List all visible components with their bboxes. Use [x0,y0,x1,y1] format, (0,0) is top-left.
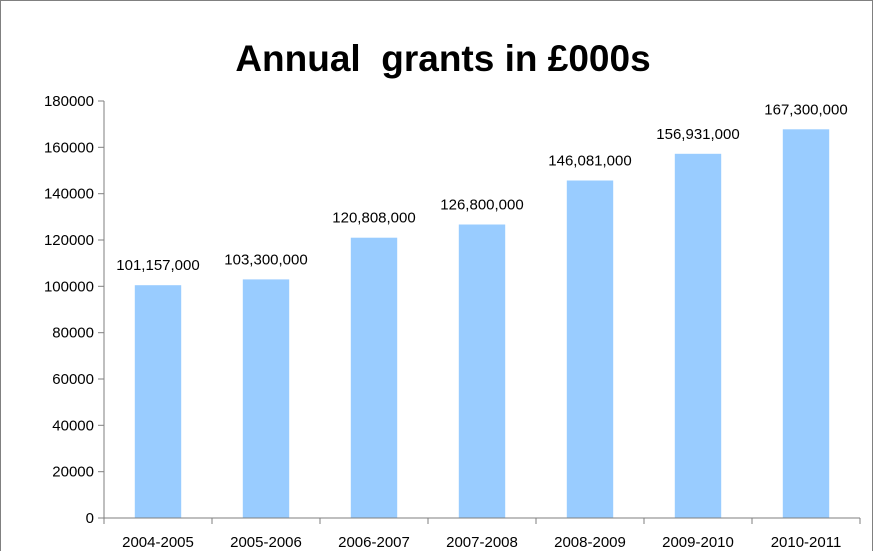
y-tick-label-160000: 160000 [44,139,94,156]
bar-2004-2005 [134,285,182,518]
y-tick-label-0: 0 [86,510,94,527]
data-label-2005-2006: 103,300,000 [224,251,307,268]
y-tick-label-20000: 20000 [52,464,94,481]
bar-2007-2008 [458,224,506,518]
y-tick-label-80000: 80000 [52,325,94,342]
axis-layer [98,100,861,524]
bars-layer [134,129,830,519]
x-tick-label-2005-2006: 2005-2006 [230,534,302,551]
bar-2008-2009 [566,180,614,518]
data-labels-layer: 101,157,000 103,300,000 120,808,000 126,800… [116,101,847,274]
data-label-2009-2010: 156,931,000 [656,126,739,143]
y-tick-label-140000: 140000 [44,186,94,203]
y-tick-label-180000: 180000 [44,93,94,110]
x-tick-label-2004-2005: 2004-2005 [122,534,194,551]
data-label-2006-2007: 120,808,000 [332,210,415,227]
y-tick-label-60000: 60000 [52,371,94,388]
y-tick-label-40000: 40000 [52,417,94,434]
y-tick-labels: 0 20000 40000 60000 80000 100000 120000 140000 1… [44,93,94,527]
x-tick-label-2008-2009: 2008-2009 [554,534,626,551]
x-tick-labels: 2004-2005 2005-2006 2006-2007 2007-2008 2008… [122,534,841,551]
y-tick-label-120000: 120000 [44,232,94,249]
x-tick-label-2010-2011: 2010-2011 [771,534,842,551]
x-tick-label-2006-2007: 2006-2007 [338,534,410,551]
x-tick-label-2007-2008: 2007-2008 [446,534,518,551]
bar-2010-2011 [782,129,830,519]
bar-2006-2007 [350,237,398,518]
bar-2009-2010 [674,153,722,519]
data-label-2008-2009: 146,081,000 [548,153,631,170]
data-label-2007-2008: 126,800,000 [440,197,523,214]
x-tick-label-2009-2010: 2009-2010 [662,534,734,551]
data-label-2004-2005: 101,157,000 [116,257,199,274]
chart-title: Annual grants in £000s [235,38,650,79]
data-label-2010-2011: 167,300,000 [764,101,847,118]
bar-2005-2006 [242,279,290,518]
y-tick-label-100000: 100000 [44,278,94,295]
